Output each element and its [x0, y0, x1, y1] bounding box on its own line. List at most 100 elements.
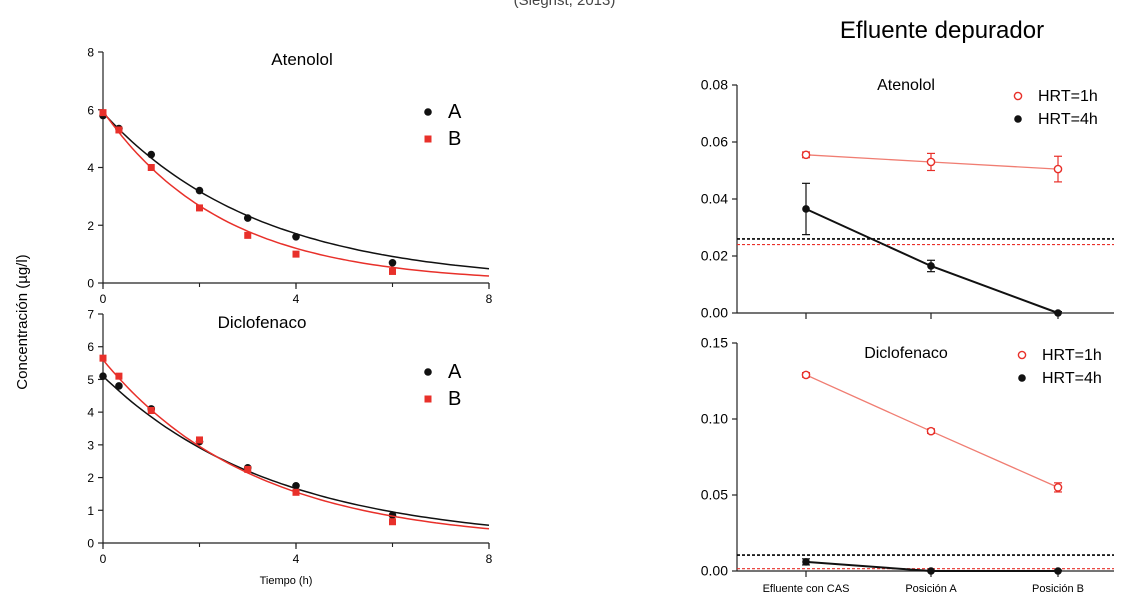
y-tick-label: 0.15 — [701, 335, 728, 351]
chart-title: Diclofenaco — [218, 313, 307, 332]
series-A: A — [99, 361, 490, 526]
series-B: B — [99, 354, 490, 530]
data-point — [99, 354, 107, 362]
data-point — [801, 370, 811, 380]
data-point — [389, 518, 396, 526]
data-point — [926, 157, 936, 167]
chart-title: Diclofenaco — [864, 345, 948, 362]
data-point — [115, 382, 123, 390]
data-point — [926, 426, 936, 436]
data-point — [292, 233, 300, 241]
legend-marker — [424, 395, 432, 403]
legend-label: B — [448, 388, 461, 410]
y-tick-label: 0.05 — [701, 487, 728, 503]
y-tick-label: 4 — [87, 406, 94, 420]
legend-label: HRT=1h — [1042, 347, 1102, 364]
fit-curve — [102, 359, 490, 530]
y-tick-label: 0.06 — [701, 134, 728, 150]
legend-label: HRT=1h — [1038, 88, 1098, 105]
data-point — [802, 205, 810, 213]
data-point — [244, 231, 252, 239]
series-HRT=4h: HRT=4h — [802, 370, 1102, 575]
fit-curve — [102, 110, 490, 277]
legend-marker — [1014, 115, 1022, 123]
x-tick-label: 4 — [293, 292, 300, 306]
chart-title: Atenolol — [271, 50, 332, 69]
data-point — [389, 267, 396, 275]
data-point — [1054, 567, 1062, 575]
y-tick-label: 0.00 — [701, 563, 728, 579]
x-category-label: Posición A — [905, 583, 957, 592]
y-tick-label: 0 — [87, 277, 94, 291]
legend-label: B — [448, 128, 461, 150]
series-line — [805, 208, 1059, 314]
series-A: A — [99, 101, 490, 270]
legend-label: HRT=4h — [1038, 111, 1098, 128]
x-axis-label: Tiempo (h) — [260, 575, 313, 587]
cropped-citation-text: (Siegrist, 2013) — [513, 0, 616, 9]
legend-marker — [1013, 91, 1023, 101]
y-tick-label: 5 — [87, 373, 94, 387]
data-point — [196, 436, 203, 444]
y-tick-label: 2 — [87, 471, 94, 485]
y-tick-label: 2 — [87, 219, 94, 233]
data-point — [927, 567, 935, 575]
legend-marker — [424, 368, 432, 376]
data-point — [1053, 164, 1063, 174]
y-tick-label: 7 — [87, 308, 94, 322]
data-point — [801, 150, 811, 160]
right-panel-title: Efluente depurador — [840, 17, 1044, 44]
x-category-label: Efluente con CAS — [763, 583, 850, 592]
legend-marker — [1017, 350, 1027, 360]
data-point — [802, 558, 810, 566]
legend-marker — [424, 135, 432, 143]
y-tick-label: 1 — [87, 504, 94, 518]
data-point — [292, 488, 300, 496]
x-tick-label: 0 — [100, 552, 107, 566]
data-point — [115, 126, 123, 134]
y-tick-label: 4 — [87, 161, 94, 175]
data-point — [196, 204, 203, 212]
data-point — [388, 258, 397, 267]
shared-y-axis-label: Concentración (µg/l) — [14, 254, 31, 389]
y-tick-label: 3 — [87, 438, 94, 452]
y-tick-label: 0.02 — [701, 248, 728, 264]
data-point — [243, 214, 252, 222]
data-point — [99, 109, 107, 117]
series-HRT=4h: HRT=4h — [802, 111, 1098, 317]
legend-label: HRT=4h — [1042, 370, 1102, 387]
y-tick-label: 6 — [87, 340, 94, 354]
data-point — [147, 407, 155, 415]
data-point — [195, 186, 204, 195]
legend-marker — [424, 108, 432, 116]
y-tick-label: 0.00 — [701, 305, 728, 321]
x-tick-label: 0 — [100, 292, 107, 306]
data-point — [292, 481, 300, 490]
y-tick-label: 0 — [87, 537, 94, 551]
y-tick-label: 0.04 — [701, 191, 728, 207]
data-point — [927, 262, 935, 270]
data-point — [244, 465, 252, 473]
chart-atenolol-right: 0.00 0.02 0.04 0.06 0.08 Atenolol HRT=1h HRT=4h — [701, 77, 1114, 321]
series-B: B — [99, 109, 490, 277]
series-HRT=1h: HRT=1h — [801, 88, 1098, 183]
data-point — [1053, 483, 1063, 492]
legend-label: A — [448, 361, 462, 383]
legend-label: A — [448, 101, 462, 123]
series-HRT=1h: HRT=1h — [801, 347, 1102, 493]
x-category-label: Posición B — [1032, 583, 1084, 592]
y-tick-label: 8 — [87, 46, 94, 60]
chart-diclofenaco-left: 0 1 2 3 4 5 6 7 0 4 8 Tiempo (h) Diclofenaco AB — [87, 308, 492, 588]
y-tick-label: 0.08 — [701, 77, 728, 93]
x-tick-label: 8 — [486, 552, 493, 566]
data-point — [99, 372, 107, 380]
data-point — [1054, 309, 1062, 317]
x-tick-label: 4 — [293, 552, 300, 566]
legend-marker — [1018, 374, 1026, 382]
data-point — [147, 150, 156, 159]
chart-atenolol-left: 0 2 4 6 8 0 4 8 Atenolol AB — [87, 46, 492, 307]
data-point — [292, 250, 300, 258]
chart-title: Atenolol — [877, 77, 935, 94]
